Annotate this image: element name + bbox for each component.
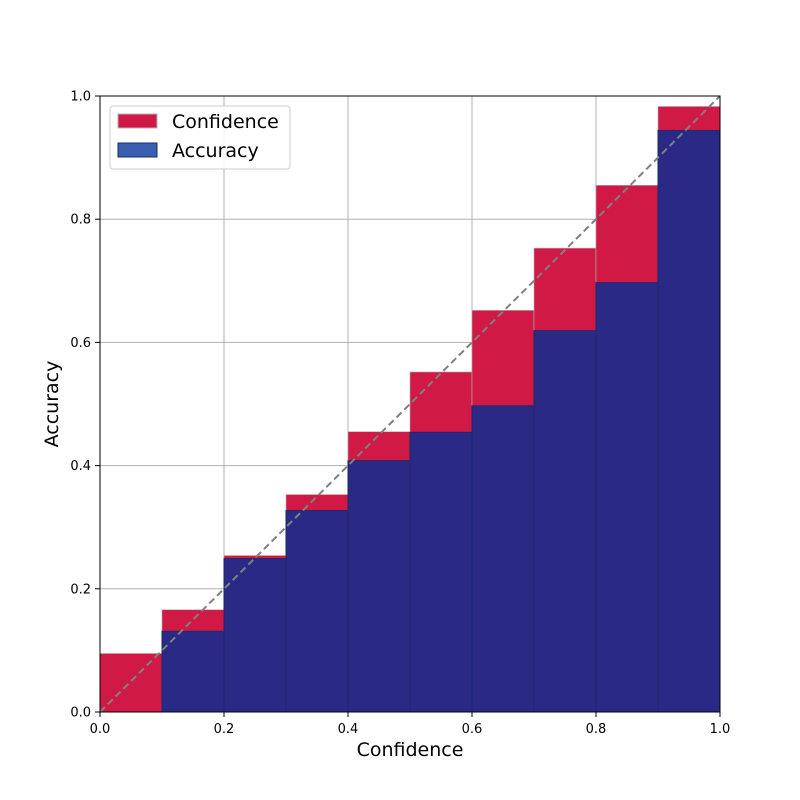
y-tick-label: 0.2 xyxy=(70,582,91,597)
accuracy-bar-6 xyxy=(471,405,535,713)
x-tick-label: 0.8 xyxy=(586,722,607,737)
accuracy-bars xyxy=(161,129,721,713)
accuracy-bar-1 xyxy=(161,630,225,713)
perfect-calibration-line xyxy=(99,95,721,713)
legend-label-confidence: Confidence xyxy=(172,111,279,133)
y-tick-label: 0.4 xyxy=(70,459,91,474)
accuracy-bar-4 xyxy=(347,460,411,713)
x-tick-label: 0.4 xyxy=(338,722,359,737)
accuracy-bar-7 xyxy=(533,330,597,713)
y-axis-ticks: 0.0 0.2 0.4 0.6 0.8 1.0 xyxy=(70,90,100,721)
x-tick-label: 0.0 xyxy=(90,722,111,737)
plot-frame xyxy=(99,95,721,713)
accuracy-bar-9 xyxy=(657,129,721,713)
legend-swatch-accuracy xyxy=(117,142,158,158)
x-tick-label: 1.0 xyxy=(710,722,731,737)
y-axis-label: Accuracy xyxy=(41,361,63,448)
x-tick-label: 0.6 xyxy=(462,722,483,737)
x-axis-ticks: 0.0 0.2 0.4 0.6 0.8 1.0 xyxy=(90,712,731,737)
accuracy-bar-5 xyxy=(409,431,473,713)
x-axis-label: Confidence xyxy=(357,739,464,761)
y-tick-label: 0.6 xyxy=(70,336,91,351)
accuracy-bar-2 xyxy=(223,558,287,713)
legend: Confidence Accuracy xyxy=(109,105,291,170)
x-tick-label: 0.2 xyxy=(214,722,235,737)
y-tick-label: 1.0 xyxy=(70,90,91,105)
accuracy-bar-8 xyxy=(595,282,659,713)
legend-label-accuracy: Accuracy xyxy=(172,140,259,162)
y-tick-label: 0.8 xyxy=(70,213,91,228)
accuracy-bar-3 xyxy=(285,510,349,713)
legend-swatch-confidence xyxy=(117,113,158,129)
y-tick-label: 0.0 xyxy=(70,706,91,721)
